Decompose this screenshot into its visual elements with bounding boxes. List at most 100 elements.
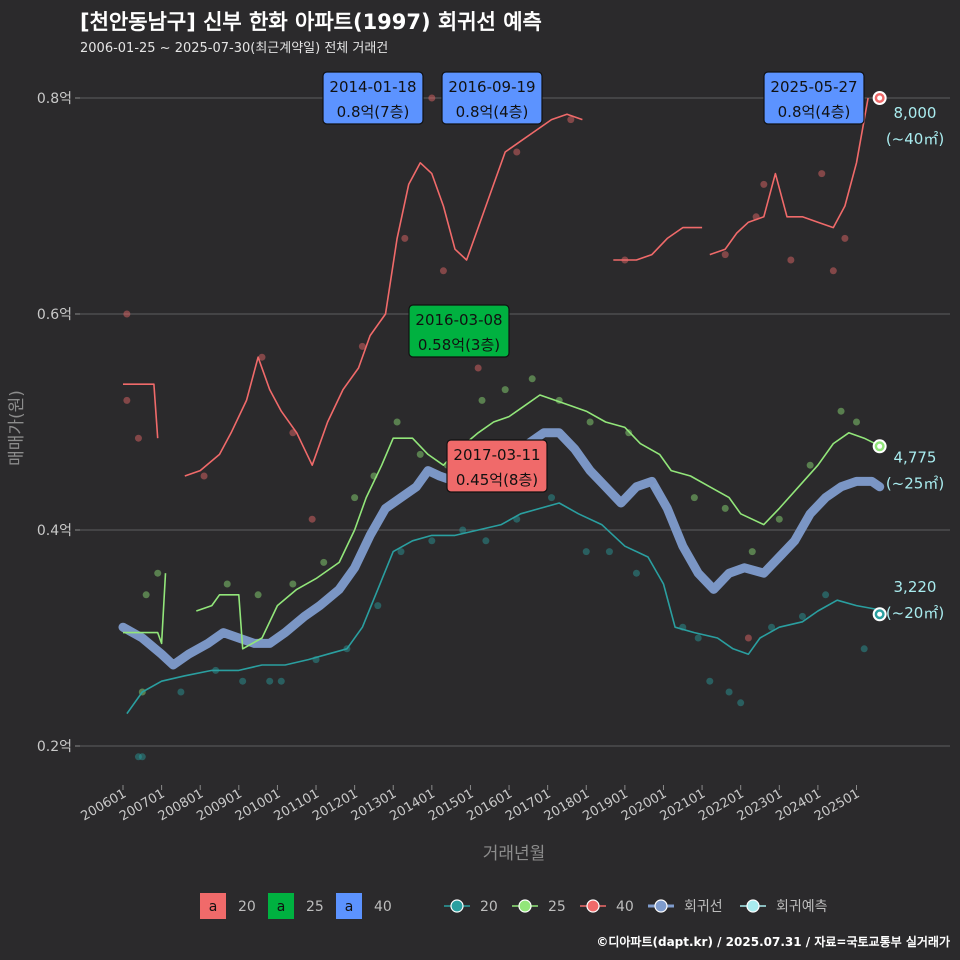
scatter-point-s25 bbox=[142, 591, 150, 599]
scatter-point-s40 bbox=[787, 256, 795, 264]
series-line-40 bbox=[709, 97, 869, 256]
legend-marker bbox=[518, 899, 532, 913]
prediction-value-label: 8,000 bbox=[894, 104, 937, 122]
legend-marker bbox=[450, 899, 464, 913]
callout-price: 0.8억(7층) bbox=[337, 103, 410, 121]
scatter-point-s25 bbox=[416, 450, 424, 458]
y-tick-label: 0.8억 bbox=[37, 91, 72, 107]
scatter-point-s25 bbox=[501, 386, 509, 394]
callout-box bbox=[408, 304, 510, 358]
prediction-area-label: (~25㎡) bbox=[886, 474, 944, 492]
legend-label: 40 bbox=[374, 899, 392, 915]
scatter-point-s20 bbox=[694, 634, 702, 642]
callout-box bbox=[441, 71, 543, 125]
scatter-point-s40 bbox=[258, 353, 266, 361]
y-axis-title: 매매가(원) bbox=[7, 390, 27, 466]
callout-price: 0.45억(8층) bbox=[456, 471, 538, 489]
scatter-point-s20 bbox=[725, 688, 733, 696]
scatter-point-s20 bbox=[177, 688, 185, 696]
legend-label: 25 bbox=[548, 899, 566, 915]
prediction-area-label: (~20㎡) bbox=[886, 604, 944, 622]
legend-label-item-40: a 40 bbox=[336, 893, 392, 919]
callout-2014-01-18: 2014-01-18 0.8억(7층) bbox=[322, 71, 424, 125]
scatter-point-s20 bbox=[706, 677, 714, 685]
legend-label: 회귀선 bbox=[684, 899, 723, 915]
callout-date: 2016-09-19 bbox=[448, 78, 535, 96]
scatter-point-s20 bbox=[374, 602, 382, 610]
scatter-point-s40 bbox=[474, 364, 482, 372]
scatter-point-s40 bbox=[744, 634, 752, 642]
legend-line-item-20: 20 bbox=[444, 899, 498, 915]
callout-price: 0.8억(4층) bbox=[778, 103, 851, 121]
scatter-points bbox=[123, 94, 868, 761]
scatter-point-s40 bbox=[829, 267, 837, 275]
prediction-markers: 8,000 (~40㎡) 4,775 (~25㎡) 3,220 (~20㎡) bbox=[872, 91, 944, 622]
scatter-point-s20 bbox=[138, 753, 146, 761]
legend-swatch bbox=[336, 893, 362, 919]
legend-line-item-40: 40 bbox=[580, 899, 634, 915]
series-line-20 bbox=[126, 502, 880, 715]
scatter-point-s25 bbox=[806, 461, 814, 469]
scatter-point-s20 bbox=[482, 537, 490, 545]
scatter-point-s25 bbox=[775, 515, 783, 523]
legend-label: 20 bbox=[480, 899, 498, 915]
legend-marker bbox=[586, 899, 600, 913]
legend-swatch bbox=[200, 893, 226, 919]
scatter-point-s20 bbox=[266, 677, 274, 685]
callout-date: 2025-05-27 bbox=[770, 78, 857, 96]
legend-label-item-20: a 20 bbox=[200, 893, 256, 919]
prediction-marker-center bbox=[877, 95, 883, 101]
callout-box bbox=[322, 71, 424, 125]
scatter-point-s40 bbox=[841, 234, 849, 242]
scatter-point-s20 bbox=[768, 623, 776, 631]
scatter-point-s25 bbox=[748, 548, 756, 556]
scatter-point-s25 bbox=[351, 494, 359, 502]
series-line-40 bbox=[123, 383, 159, 439]
scatter-point-s40 bbox=[308, 515, 316, 523]
scatter-point-s20 bbox=[397, 548, 405, 556]
chart-subtitle: 2006-01-25 ~ 2025-07-30(최근계약일) 전체 거래건 bbox=[80, 41, 388, 56]
scatter-point-s25 bbox=[625, 429, 633, 437]
x-axis-title: 거래년월 bbox=[483, 844, 546, 864]
scatter-point-s20 bbox=[582, 548, 590, 556]
legend-glyph: a bbox=[345, 899, 354, 915]
legend-label: 회귀예측 bbox=[776, 899, 828, 915]
prediction-value-label: 4,775 bbox=[894, 448, 937, 466]
scatter-point-s25 bbox=[320, 558, 328, 566]
gridlines bbox=[80, 97, 950, 747]
callouts: 2014-01-180.8억(7층)2016-09-190.8억(4층)2025… bbox=[322, 71, 865, 493]
scatter-point-s25 bbox=[586, 418, 594, 426]
legend-label: 25 bbox=[306, 899, 324, 915]
scatter-point-s20 bbox=[632, 569, 640, 577]
legend-marker bbox=[746, 899, 760, 913]
legend-line-item-회귀선: 회귀선 bbox=[648, 899, 723, 915]
callout-date: 2017-03-11 bbox=[453, 446, 540, 464]
callout-2016-09-19: 2016-09-19 0.8억(4층) bbox=[441, 71, 543, 125]
callout-box bbox=[446, 439, 548, 493]
series-line-25 bbox=[196, 394, 881, 650]
scatter-point-s25 bbox=[223, 580, 231, 588]
scatter-point-s25 bbox=[254, 591, 262, 599]
y-tick-label: 0.6억 bbox=[37, 307, 72, 323]
scatter-point-s25 bbox=[393, 418, 401, 426]
callout-2017-03-11: 2017-03-11 0.45억(8층) bbox=[446, 439, 548, 493]
legend: a 20 a 25 a 40 20 25 40 회귀선 회귀예측 bbox=[200, 893, 828, 919]
source-caption: ©디아파트(dapt.kr) / 2025.07.31 / 자료=국토교통부 실… bbox=[596, 934, 950, 949]
scatter-point-s25 bbox=[478, 396, 486, 404]
prediction-marker-center bbox=[877, 611, 883, 617]
legend-line-item-25: 25 bbox=[512, 899, 566, 915]
prediction-value-label: 3,220 bbox=[894, 578, 937, 596]
callout-2016-03-08: 2016-03-08 0.58억(3층) bbox=[408, 304, 510, 358]
scatter-point-s20 bbox=[860, 645, 868, 653]
scatter-point-s40 bbox=[123, 396, 131, 404]
legend-label: 20 bbox=[238, 899, 256, 915]
scatter-point-s40 bbox=[567, 116, 575, 124]
scatter-point-s40 bbox=[134, 434, 142, 442]
scatter-point-s20 bbox=[239, 677, 247, 685]
prediction-area-label: (~40㎡) bbox=[886, 130, 944, 148]
legend-swatch bbox=[268, 893, 294, 919]
y-tick-label: 0.2억 bbox=[37, 739, 72, 755]
scatter-point-s40 bbox=[513, 148, 521, 156]
scatter-point-s20 bbox=[822, 591, 830, 599]
